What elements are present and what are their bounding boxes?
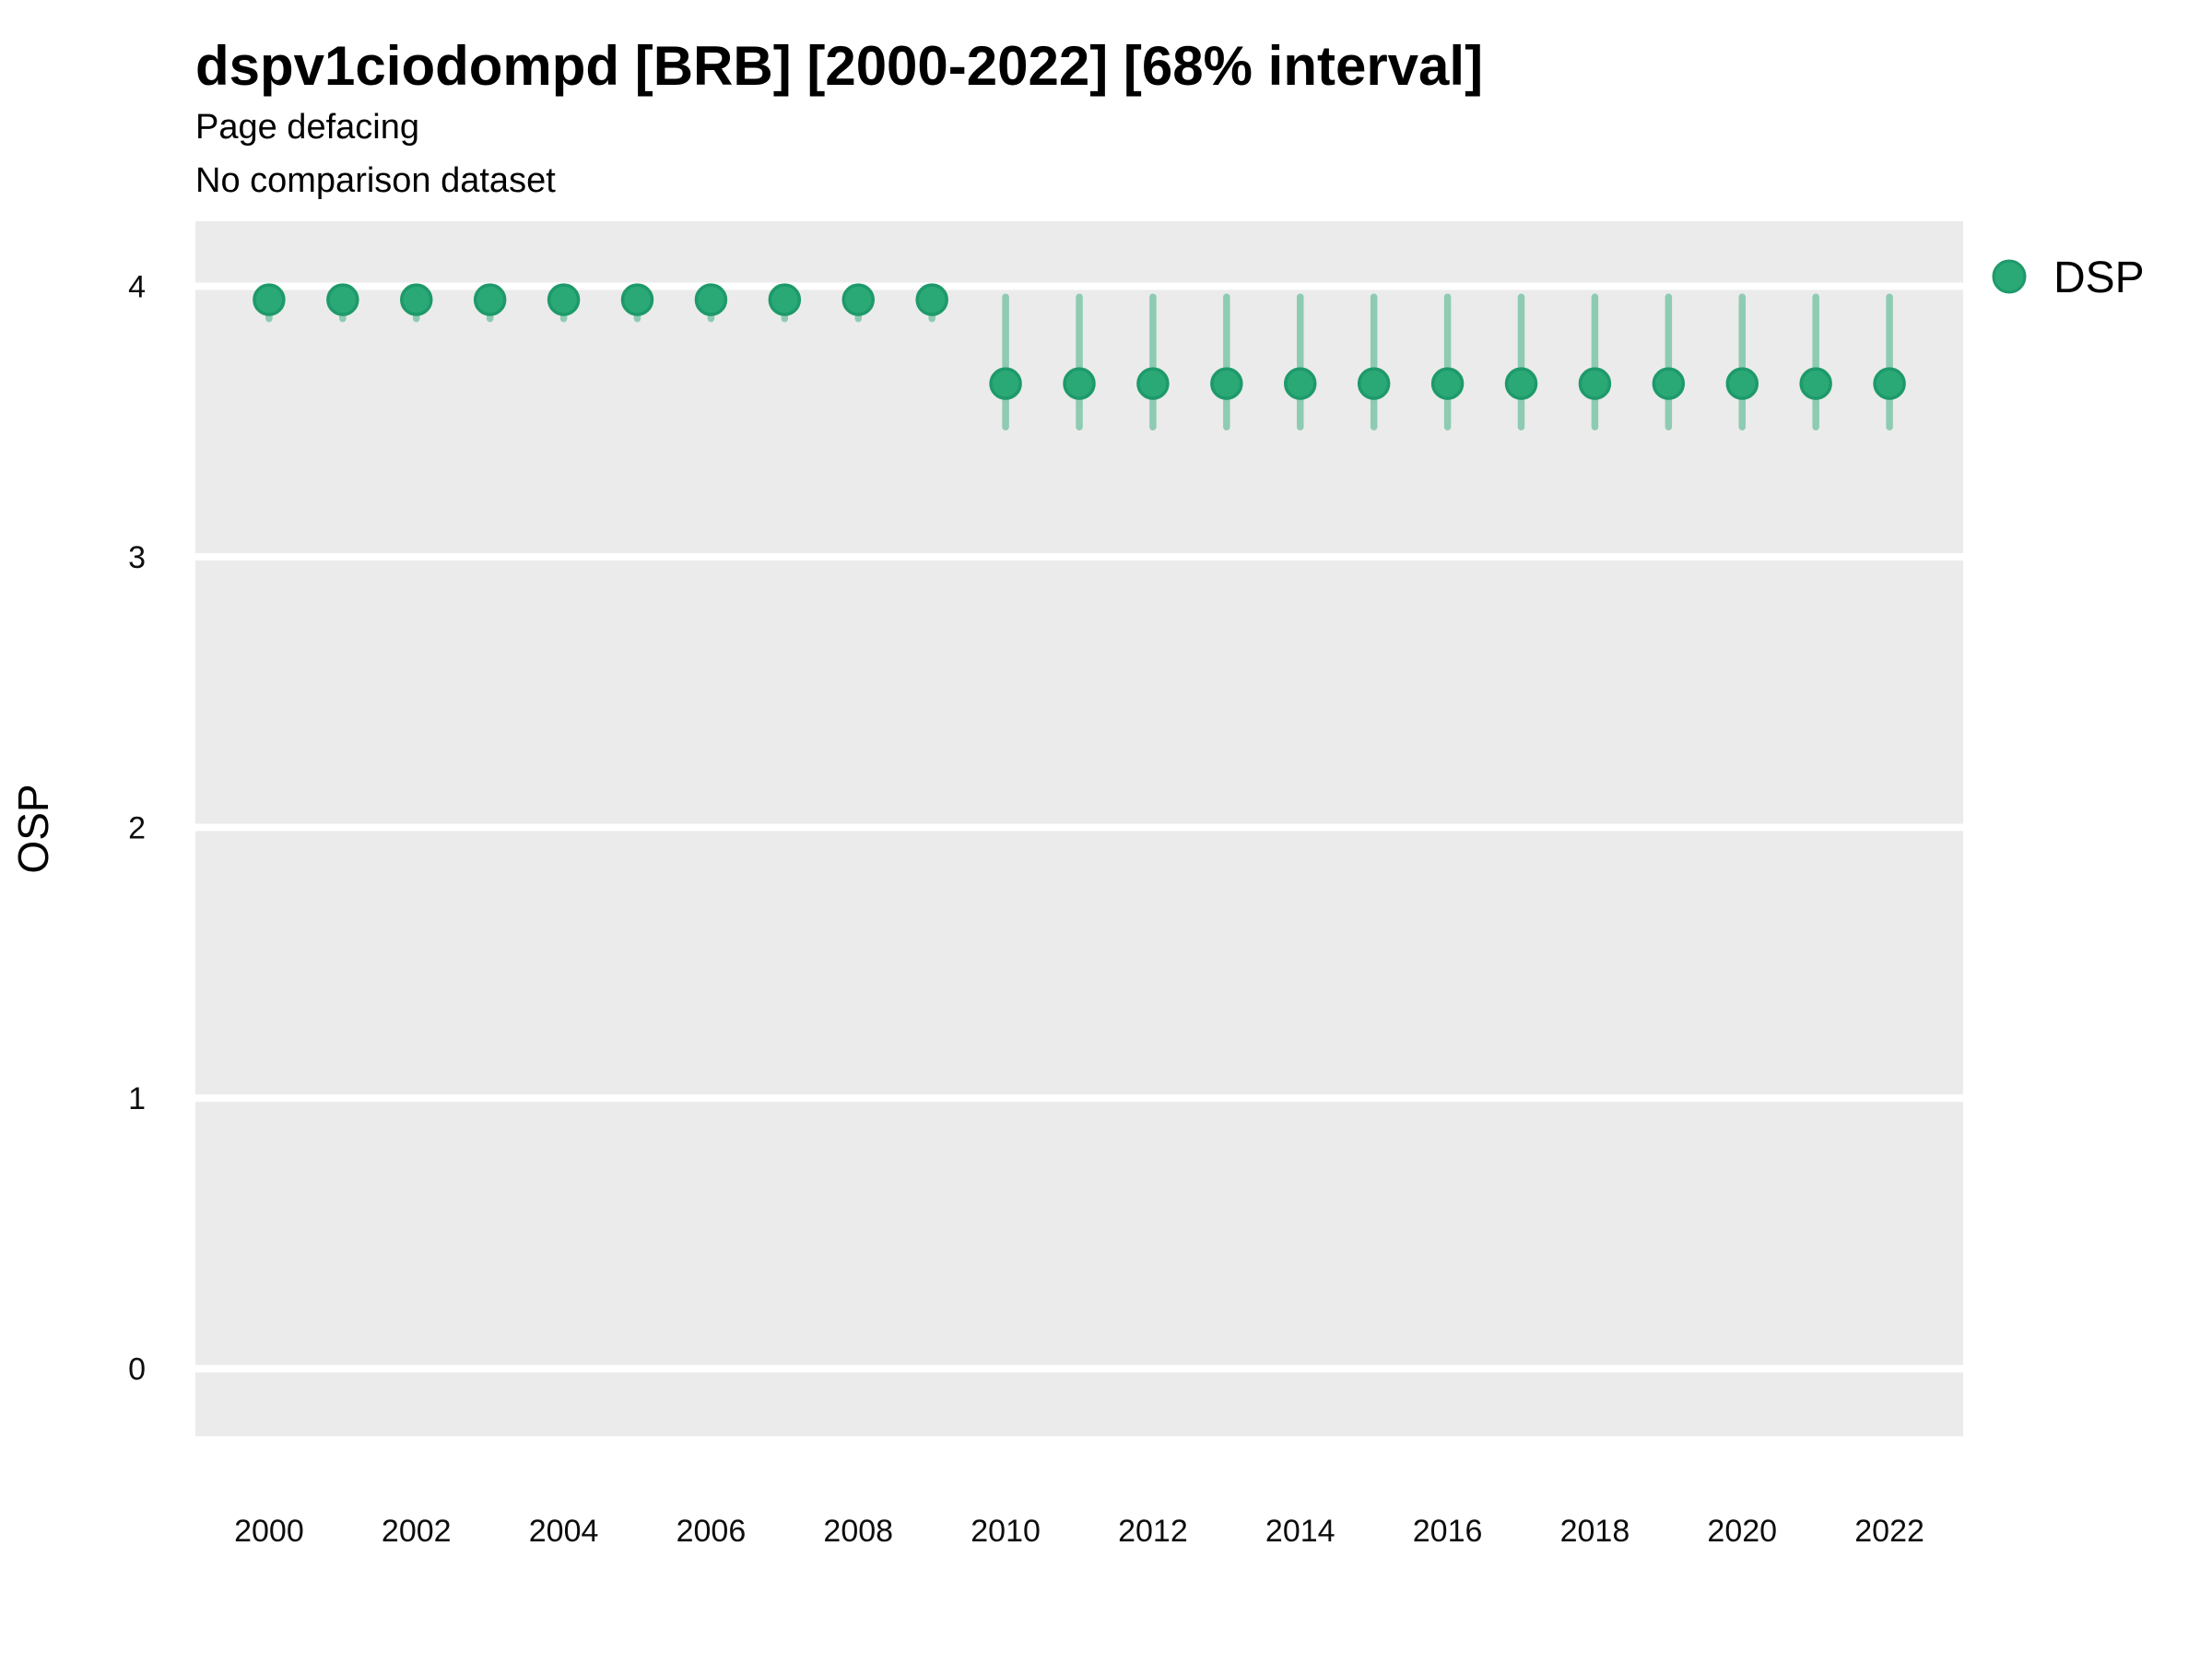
y-tick-label: 1: [128, 1081, 146, 1116]
x-tick-label: 2020: [1707, 1514, 1777, 1549]
data-point: [1725, 367, 1759, 400]
chart-subtitle: Page defacing: [195, 108, 419, 147]
data-point: [841, 283, 875, 316]
data-point: [989, 367, 1022, 400]
data-point: [1357, 367, 1391, 400]
chart-note: No comparison dataset: [195, 161, 556, 200]
data-point: [1652, 367, 1686, 400]
data-point: [253, 283, 286, 316]
data-point: [1504, 367, 1538, 400]
x-tick-label: 2000: [234, 1514, 304, 1549]
data-point: [694, 283, 728, 316]
legend-marker-icon: [1992, 259, 2027, 294]
data-point: [1284, 367, 1317, 400]
x-tick-label: 2004: [529, 1514, 599, 1549]
x-tick-label: 2014: [1265, 1514, 1335, 1549]
data-point: [620, 283, 654, 316]
data-point: [915, 283, 948, 316]
data-point: [1873, 367, 1906, 400]
legend: DSP: [1992, 254, 2145, 302]
data-point: [1063, 367, 1096, 400]
data-point: [1210, 367, 1243, 400]
data-points: [253, 283, 1906, 400]
y-tick-label: 2: [128, 811, 146, 846]
y-axis-title: OSP: [9, 784, 57, 873]
data-point: [1578, 367, 1612, 400]
x-tick-label: 2010: [971, 1514, 1041, 1549]
legend-label: DSP: [2053, 254, 2145, 302]
x-tick-label: 2008: [823, 1514, 893, 1549]
gridlines: [195, 282, 1963, 1373]
x-tick-label: 2002: [382, 1514, 452, 1549]
data-point: [473, 283, 507, 316]
y-tick-label: 3: [128, 540, 146, 575]
data-point: [1136, 367, 1170, 400]
data-point: [547, 283, 581, 316]
data-point: [326, 283, 359, 316]
x-tick-label: 2006: [677, 1514, 747, 1549]
x-axis-tick-labels: 2000 2002 2004 2006 2008 2010 2012 2014 2016 2018…: [234, 1514, 1924, 1549]
x-tick-label: 2016: [1413, 1514, 1483, 1549]
data-point: [1430, 367, 1465, 400]
data-point: [1799, 367, 1832, 400]
x-tick-label: 2018: [1560, 1514, 1630, 1549]
y-tick-label: 0: [128, 1352, 146, 1387]
y-axis-tick-labels: 0 1 2 3 4: [128, 269, 146, 1387]
data-point: [768, 283, 802, 316]
y-tick-label: 4: [128, 269, 146, 304]
x-tick-label: 2022: [1854, 1514, 1924, 1549]
chart-title: dspv1ciodompd [BRB] [2000-2022] [68% int…: [195, 35, 1483, 97]
x-tick-label: 2012: [1118, 1514, 1188, 1549]
data-point: [400, 283, 433, 316]
